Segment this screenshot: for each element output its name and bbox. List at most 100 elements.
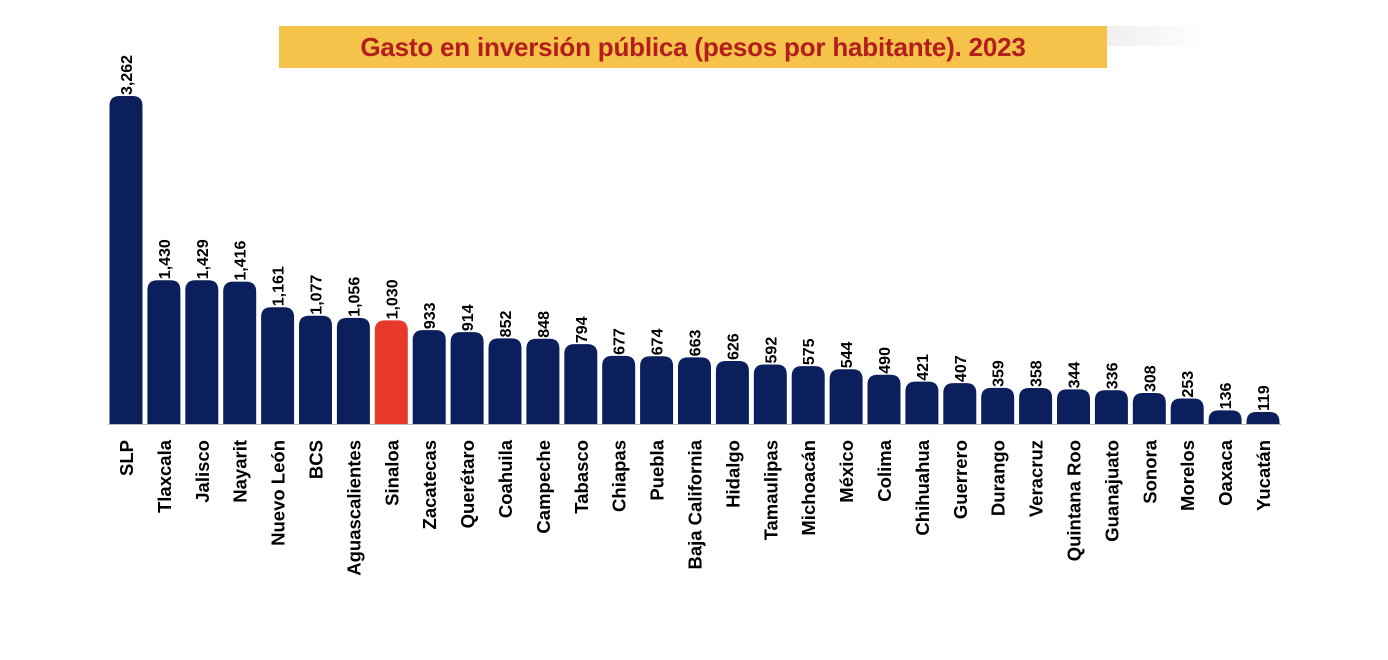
bar-chiapas	[602, 355, 636, 424]
bar-bcs	[299, 315, 332, 424]
bar-nayarit	[223, 281, 257, 424]
value-label-aguascalientes: 1,056	[346, 277, 363, 317]
category-label-quintana-roo: Quintana Roo	[1064, 440, 1085, 561]
category-label-michoacan: Michoacán	[798, 440, 819, 536]
bar-tamaulipas	[753, 364, 787, 424]
bar-mexico	[829, 369, 863, 424]
value-label-quintana-roo: 344	[1067, 362, 1084, 389]
category-label-queretaro: Querétaro	[457, 440, 478, 528]
category-label-slp: SLP	[116, 440, 137, 476]
bar-sinaloa	[374, 320, 408, 424]
category-label-sinaloa: Sinaloa	[381, 439, 402, 506]
category-label-baja-california: Baja California	[685, 439, 706, 569]
chart-title-banner: Gasto en inversión pública (pesos por ha…	[279, 26, 1107, 68]
value-label-tlaxcala: 1,430	[157, 239, 174, 279]
bar-hidalgo	[715, 361, 749, 424]
value-label-yucatan: 119	[1256, 385, 1273, 411]
value-label-sonora: 308	[1142, 365, 1159, 392]
value-label-guerrero: 407	[953, 355, 970, 382]
bar-tabasco	[564, 344, 598, 424]
value-label-bcs: 1,077	[309, 275, 326, 315]
category-label-aguascalientes: Aguascalientes	[343, 440, 364, 576]
value-label-sinaloa: 1,030	[384, 279, 401, 319]
value-label-queretaro: 914	[460, 304, 477, 331]
category-label-tlaxcala: Tlaxcala	[154, 439, 175, 513]
bar-queretaro	[450, 332, 484, 424]
category-label-nayarit: Nayarit	[230, 440, 251, 503]
bar-durango	[981, 387, 1015, 424]
value-label-tabasco: 794	[574, 316, 591, 343]
category-label-chihuahua: Chihuahua	[912, 439, 933, 535]
value-label-coahuila: 852	[498, 311, 515, 338]
bar-morelos	[1170, 398, 1204, 424]
category-label-coahuila: Coahuila	[495, 439, 516, 518]
category-label-morelos: Morelos	[1177, 440, 1198, 511]
category-label-nuevo-leon: Nuevo León	[268, 440, 289, 546]
value-label-zacatecas: 933	[422, 302, 439, 329]
value-label-nuevo-leon: 1,161	[271, 266, 288, 306]
category-label-yucatan: Yucatán	[1253, 440, 1274, 511]
category-label-jalisco: Jalisco	[192, 440, 213, 503]
category-label-guerrero: Guerrero	[950, 440, 971, 519]
category-label-veracruz: Veracruz	[1026, 440, 1047, 517]
value-label-michoacan: 575	[801, 338, 818, 365]
value-label-veracruz: 358	[1029, 360, 1046, 387]
category-label-puebla: Puebla	[647, 439, 668, 500]
bar-aguascalientes	[336, 317, 370, 424]
value-label-guanajuato: 336	[1104, 362, 1121, 389]
value-label-chihuahua: 421	[915, 354, 932, 381]
bar-oaxaca	[1208, 410, 1242, 424]
category-label-tamaulipas: Tamaulipas	[760, 440, 781, 540]
value-label-nayarit: 1,416	[233, 240, 250, 280]
value-label-puebla: 674	[650, 328, 667, 355]
value-label-durango: 359	[991, 360, 1008, 387]
value-labels-group: 3,262 1,430 1,429 1,416 1,161 1,077 1,056 1,030…	[119, 55, 1273, 411]
category-label-campeche: Campeche	[533, 440, 554, 534]
bar-coahuila	[488, 338, 522, 424]
bars-group	[109, 96, 1280, 424]
value-label-hidalgo: 626	[725, 333, 742, 360]
bar-zacatecas	[412, 330, 446, 424]
value-label-campeche: 848	[536, 311, 553, 338]
value-label-chiapas: 677	[612, 328, 629, 355]
category-label-durango: Durango	[988, 440, 1009, 516]
value-label-baja-california: 663	[688, 330, 705, 357]
bar-tlaxcala	[147, 280, 181, 424]
bar-colima	[867, 374, 901, 424]
bar-puebla	[640, 356, 674, 424]
bar-michoacan	[791, 366, 825, 424]
value-label-colima: 490	[877, 347, 894, 374]
bar-chihuahua	[905, 381, 939, 424]
value-label-morelos: 253	[1180, 371, 1197, 398]
value-label-slp: 3,262	[119, 55, 136, 95]
bar-guanajuato	[1094, 390, 1128, 424]
bar-veracruz	[1019, 388, 1053, 424]
category-label-guanajuato: Guanajuato	[1101, 440, 1122, 542]
category-label-colima: Colima	[874, 439, 895, 501]
chart-title: Gasto en inversión pública (pesos por ha…	[360, 31, 1026, 62]
bar-nuevo-leon	[261, 307, 295, 424]
category-label-hidalgo: Hidalgo	[722, 440, 743, 508]
category-label-zacatecas: Zacatecas	[419, 440, 440, 529]
category-label-sonora: Sonora	[1139, 439, 1160, 503]
category-label-oaxaca: Oaxaca	[1215, 439, 1236, 506]
category-label-mexico: México	[836, 440, 857, 503]
bar-sonora	[1132, 393, 1166, 424]
category-label-tabasco: Tabasco	[571, 440, 592, 514]
value-label-oaxaca: 136	[1218, 383, 1235, 410]
value-label-tamaulipas: 592	[763, 337, 780, 364]
category-label-chiapas: Chiapas	[609, 440, 630, 512]
bar-slp	[109, 96, 143, 424]
category-labels-group: SLP Tlaxcala Jalisco Nayarit Nuevo León BCS Ag…	[116, 439, 1274, 575]
value-label-jalisco: 1,429	[195, 239, 212, 279]
bar-guerrero	[943, 383, 977, 424]
bar-yucatan	[1246, 412, 1280, 424]
bar-campeche	[526, 338, 560, 424]
bar-quintana-roo	[1057, 389, 1090, 424]
title-shadow	[1107, 26, 1207, 46]
bar-jalisco	[185, 280, 219, 424]
bar-baja-california	[678, 357, 711, 424]
category-label-bcs: BCS	[306, 440, 327, 479]
value-label-mexico: 544	[839, 342, 856, 369]
